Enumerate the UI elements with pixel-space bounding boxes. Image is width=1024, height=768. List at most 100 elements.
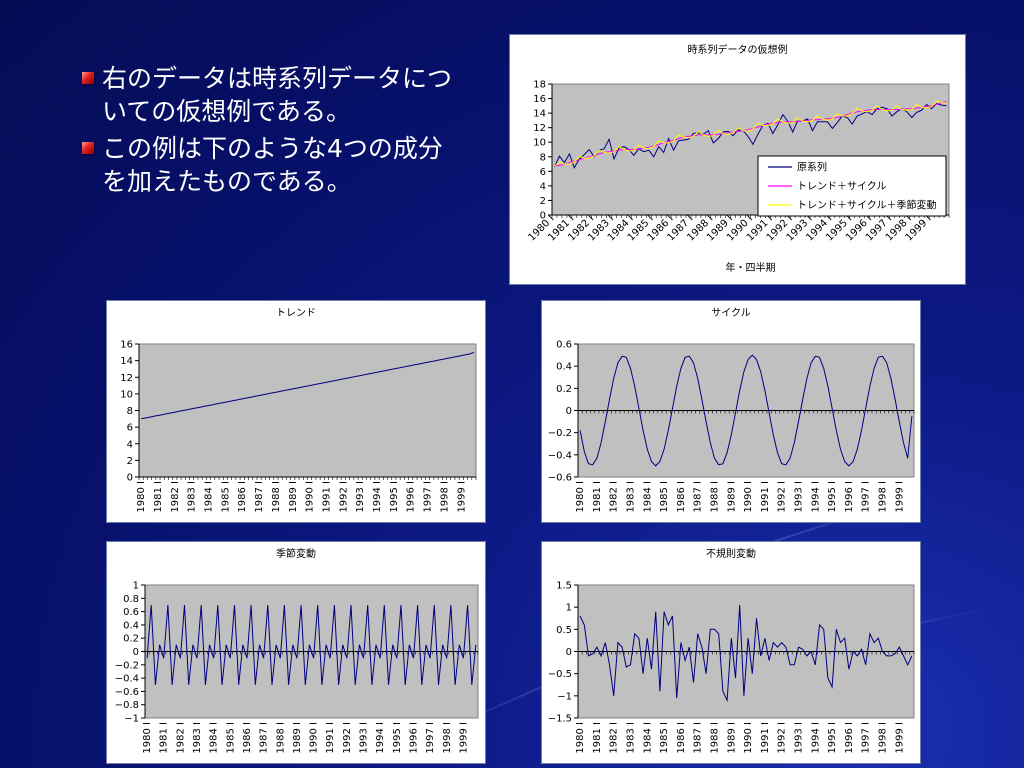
trend-chart: トレンド 0 2 4 6 8 10 12 14 16 1980 I 1981 I 1982 I 1983 …	[120, 308, 477, 513]
x-tick-label: 1991 I	[760, 481, 771, 513]
x-tick-label: 1989 I	[292, 722, 303, 754]
chart-panel-irregular: 不規則変動 −1.5 −1 −0.5 0 0.5 1 1.5 1980 I 1981 I 1982 …	[541, 541, 921, 764]
x-tick-label: 1997 I	[861, 722, 872, 754]
x-tick-label: 1990 I	[305, 481, 316, 513]
x-tick-label: 1991 I	[325, 722, 336, 754]
x-tick-label: 1994 I	[810, 722, 821, 754]
y-tick-label: −0.6	[548, 473, 572, 484]
y-tick-label: −1	[557, 691, 572, 702]
x-tick-label: 1993 I	[355, 481, 366, 513]
x-tick-label: 1996 I	[844, 722, 855, 754]
y-tick-label: 10	[533, 138, 546, 149]
y-tick-label: −0.8	[115, 700, 139, 711]
y-tick-label: 0.2	[556, 384, 572, 395]
x-tick-label: 1989 I	[288, 481, 299, 513]
cycle-chart: サイクル −0.6 −0.4 −0.2 0 0.2 0.4 0.6 1980 I 1981 I 19…	[548, 307, 915, 513]
x-tick-label: 1981 I	[153, 481, 164, 513]
x-tick-label: 1982 I	[170, 481, 181, 513]
x-tick-label: 1992 I	[338, 481, 349, 513]
x-tick-label: 1998 I	[439, 481, 450, 513]
x-tick-label: 1983 I	[626, 722, 637, 754]
irregular-chart: 不規則変動 −1.5 −1 −0.5 0 0.5 1 1.5 1980 I 1981 I 1982 …	[548, 547, 915, 754]
x-tick-label: 1981 I	[159, 722, 170, 754]
chart-panel-cycle: サイクル −0.6 −0.4 −0.2 0 0.2 0.4 0.6 1980 I 1981 I 19…	[541, 300, 921, 523]
y-tick-label: 0	[133, 647, 139, 658]
chart-panel-seasonal: 季節変動 −1 −0.8 −0.6 −0.4 −0.2 0 0.2 0.4 0.6 0.8 1 1980…	[106, 541, 486, 764]
x-tick-label: 1993 I	[794, 722, 805, 754]
x-axis-title: 年・四半期	[726, 261, 776, 274]
x-tick-label: 1985 I	[225, 722, 236, 754]
chart-title: トレンド	[276, 308, 316, 319]
x-tick-label: 1998 I	[878, 481, 889, 513]
y-tick-label: −0.4	[115, 674, 139, 685]
x-tick-label: 1983 I	[626, 481, 637, 513]
y-tick-label: 6	[127, 423, 133, 434]
series-line	[554, 100, 947, 167]
bullet-square-icon	[82, 72, 94, 84]
y-tick-label: 2	[127, 456, 133, 467]
bullet-text: 右のデータは時系列データについての仮想例である。	[102, 64, 453, 126]
x-tick-label: 1982 I	[609, 722, 620, 754]
x-tick-label: 1989 I	[726, 481, 737, 513]
bullet-item: 右のデータは時系列データについての仮想例である。	[80, 62, 460, 128]
x-tick-label: 1990 I	[743, 481, 754, 513]
y-tick-label: −0.2	[115, 660, 139, 671]
x-tick-label: 1982 I	[609, 481, 620, 513]
chart-title: サイクル	[711, 307, 751, 319]
x-tick-label: 1980 I	[575, 722, 586, 754]
x-tick-label: 1988 I	[271, 481, 282, 513]
x-tick-label: 1992 I	[777, 722, 788, 754]
x-tick-label: 1998 I	[878, 722, 889, 754]
y-tick-label: 0	[127, 473, 133, 484]
y-tick-label: 8	[540, 152, 546, 163]
x-tick-label: 1994 I	[810, 481, 821, 513]
x-tick-label: 1984 I	[642, 481, 653, 513]
x-tick-label: 1996 I	[408, 722, 419, 754]
series-line	[554, 103, 947, 169]
x-tick-label: 1995 I	[827, 722, 838, 754]
y-tick-label: −0.4	[548, 450, 572, 461]
y-tick-label: −1	[124, 714, 139, 725]
legend-label: 原系列	[797, 161, 827, 174]
x-tick-label: 1984 I	[642, 722, 653, 754]
legend-label: トレンド＋サイクル＋季節変動	[797, 199, 937, 212]
x-tick-label: 1995 I	[827, 481, 838, 513]
y-tick-label: 16	[120, 340, 133, 351]
x-tick-label: 1992 I	[342, 722, 353, 754]
seasonal-chart: 季節変動 −1 −0.8 −0.6 −0.4 −0.2 0 0.2 0.4 0.6 0.8 1 1980…	[115, 547, 479, 754]
series-line	[579, 354, 913, 467]
series-line	[579, 604, 913, 703]
y-tick-label: 1	[566, 603, 572, 614]
x-tick-label: 1996 I	[844, 481, 855, 513]
x-tick-label: 1990 I	[743, 722, 754, 754]
chart-title: 季節変動	[276, 547, 316, 560]
y-tick-label: 8	[127, 406, 133, 417]
x-tick-label: 1998 I	[442, 722, 453, 754]
x-tick-label: 1985 I	[659, 481, 670, 513]
x-tick-label: 1984 I	[209, 722, 220, 754]
x-tick-label: 1997 I	[425, 722, 436, 754]
x-tick-label: 1991 I	[321, 481, 332, 513]
y-tick-label: 4	[127, 439, 133, 450]
x-tick-label: 1982 I	[175, 722, 186, 754]
chart-title: 不規則変動	[706, 547, 756, 560]
x-tick-label: 1980 I	[142, 722, 153, 754]
bullet-item: この例は下のような4つの成分を加えたものである。	[80, 132, 460, 198]
y-tick-label: 0	[566, 647, 572, 658]
y-tick-label: 2	[540, 196, 546, 207]
x-tick-label: 1993 I	[359, 722, 370, 754]
series-line	[146, 604, 477, 685]
x-tick-label: 1985 I	[659, 722, 670, 754]
x-tick-label: 1980 I	[575, 481, 586, 513]
x-tick-label: 1992 I	[777, 481, 788, 513]
chart-panel-trend: トレンド 0 2 4 6 8 10 12 14 16 1980 I 1981 I 1982 I 1983 …	[106, 300, 486, 523]
y-tick-label: 0.6	[123, 607, 139, 618]
y-tick-label: 16	[533, 94, 546, 105]
y-tick-label: −0.2	[548, 428, 572, 439]
y-tick-label: 0	[540, 211, 546, 222]
series-line	[141, 351, 475, 420]
y-tick-label: 4	[540, 181, 546, 192]
x-tick-label: 1987 I	[693, 722, 704, 754]
y-tick-label: 0.2	[123, 634, 139, 645]
